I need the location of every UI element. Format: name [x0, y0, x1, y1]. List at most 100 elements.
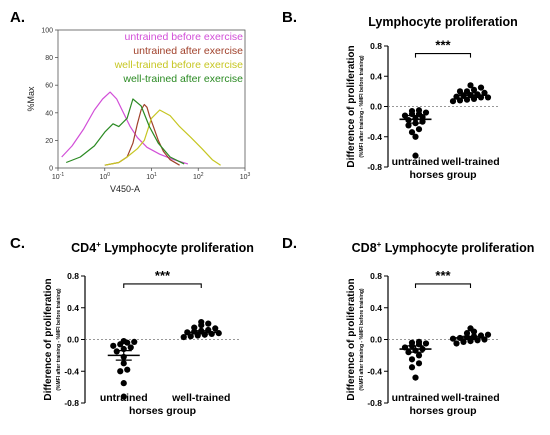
y-tick-label: 0.4 [370, 303, 382, 313]
x-category-label: untrained [392, 156, 440, 168]
panel-title-superscript: + [96, 240, 101, 249]
panel-title-main: CD8 [352, 241, 377, 255]
data-point [470, 86, 478, 93]
data-point [120, 380, 127, 387]
y-axis-sublabel: (%MFI after training - %MFI before train… [56, 288, 62, 391]
data-point [463, 330, 471, 337]
data-point [110, 342, 117, 349]
histogram-x-tick-exponent: 3 [248, 172, 251, 178]
histogram-y-tick-label: 40 [45, 110, 53, 117]
histogram-series-line [65, 98, 185, 165]
panel-title: CD4+ Lymphocyte proliferation [71, 240, 254, 255]
histogram-legend-entry: untrained after exercise [133, 45, 243, 57]
histogram-legend-entry: untrained before exercise [125, 31, 244, 43]
data-point [477, 332, 485, 339]
data-point [205, 326, 212, 334]
data-point [415, 126, 423, 133]
y-tick-label: 0.4 [67, 303, 79, 313]
panel-letter: B. [282, 9, 297, 26]
histogram-x-tick-label: 103 [240, 172, 251, 181]
panel-title: CD8+ Lymphocyte proliferation [352, 240, 535, 255]
data-point [449, 98, 457, 105]
data-point [412, 133, 419, 140]
data-point [453, 340, 460, 347]
data-point [412, 374, 419, 381]
data-point [415, 107, 423, 114]
histogram-x-tick-base: 10 [146, 174, 154, 181]
y-tick-label: 0.8 [67, 271, 79, 281]
x-category-label: untrained [392, 392, 440, 404]
data-point [120, 360, 127, 367]
x-axis-label: horses group [409, 169, 476, 181]
data-point [467, 82, 474, 89]
x-axis-label: horses group [409, 405, 476, 417]
histogram-y-axis-label: %Max [26, 86, 36, 112]
histogram-x-tick-label: 10-1 [52, 172, 64, 181]
panel-title-rest: Lymphocyte proliferation [381, 241, 534, 255]
histogram-y-tick-label: 0 [49, 166, 53, 173]
histogram-series-line [104, 109, 221, 166]
significance-label: *** [155, 268, 171, 283]
histogram-y-tick-label: 60 [45, 83, 53, 90]
y-tick-label: -0.8 [64, 398, 79, 408]
significance-bracket [123, 283, 202, 288]
histogram-x-tick-base: 10 [240, 174, 248, 181]
data-point [408, 339, 416, 346]
histogram-x-tick-base: 10 [193, 174, 201, 181]
data-point [477, 84, 485, 91]
y-axis-sublabel: (%MFI after training - %MFI before train… [359, 55, 365, 158]
y-tick-label: -0.4 [367, 132, 382, 142]
histogram-x-tick-label: 102 [193, 172, 204, 181]
data-point [401, 112, 409, 119]
histogram-x-tick-label: 101 [146, 172, 157, 181]
histogram-x-tick-base: 10 [52, 174, 60, 181]
data-point [415, 338, 423, 345]
y-tick-label: 0.0 [370, 335, 382, 345]
panel-title-rest: Lymphocyte proliferation [101, 241, 254, 255]
y-tick-label: 0.4 [370, 71, 382, 81]
histogram-x-tick-exponent: -1 [60, 172, 65, 178]
data-point [415, 360, 423, 367]
y-axis-label: Difference of proliferation [43, 278, 54, 400]
significance-bracket [414, 283, 472, 288]
data-point [198, 318, 205, 326]
data-point [120, 337, 127, 345]
y-axis-label: Difference of proliferation [346, 278, 357, 400]
x-axis-label: horses group [129, 405, 196, 417]
histogram-y-tick-label: 80 [45, 55, 53, 62]
x-category-label: well-trained [171, 392, 230, 404]
y-axis-label: Difference of proliferation [346, 45, 357, 167]
data-point [187, 333, 194, 340]
panel-letter: D. [282, 235, 297, 252]
significance-label: *** [435, 38, 451, 53]
x-category-label: well-trained [440, 156, 499, 168]
y-tick-label: 0.0 [67, 335, 79, 345]
histogram-legend-entry: well-trained before exercise [114, 59, 244, 71]
data-point [467, 325, 474, 332]
panel-letter-a: A. [10, 9, 25, 26]
y-tick-label: -0.8 [367, 398, 382, 408]
data-point [180, 334, 187, 341]
data-point [456, 88, 464, 95]
panel-title-superscript: + [377, 240, 382, 249]
y-tick-label: -0.4 [367, 366, 382, 376]
data-point [127, 344, 134, 351]
data-point [460, 338, 467, 345]
data-point [205, 320, 212, 327]
data-point [422, 109, 430, 116]
data-point [408, 107, 416, 115]
y-tick-label: 0.0 [370, 102, 382, 112]
panel-title: Lymphocyte proliferation [368, 15, 518, 29]
histogram-series-line [61, 91, 189, 165]
data-point [212, 325, 219, 332]
data-point [131, 338, 138, 345]
data-point [201, 331, 208, 338]
data-point [191, 324, 198, 331]
data-point [463, 88, 471, 95]
panel-letter: C. [10, 235, 25, 252]
y-tick-label: -0.4 [64, 366, 79, 376]
data-point [422, 340, 430, 347]
y-tick-label: 0.8 [370, 41, 382, 51]
histogram-x-tick-exponent: 0 [107, 172, 110, 178]
